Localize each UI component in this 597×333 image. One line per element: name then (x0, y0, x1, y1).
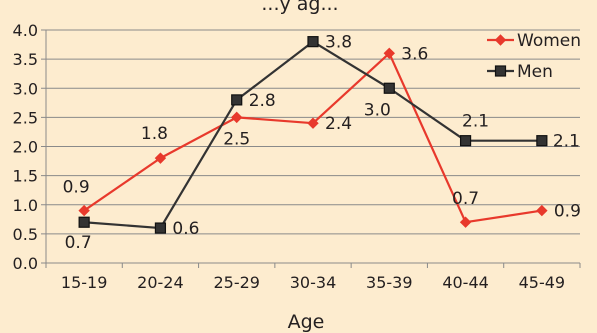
women-marker (231, 111, 243, 124)
women-marker (78, 204, 90, 217)
men-marker (231, 94, 243, 106)
men-marker (536, 135, 548, 147)
y-tick-label: 2.0 (13, 138, 38, 157)
x-tick-label: 15-19 (61, 273, 108, 292)
x-tick-label: 35-39 (366, 273, 413, 292)
y-tick-label: 2.5 (13, 108, 38, 127)
women-data-label: 0.9 (554, 202, 581, 222)
series-layer (78, 36, 548, 234)
y-tick-label: 1.5 (13, 167, 38, 186)
x-tick-label: 20-24 (137, 273, 184, 292)
women-data-label: 2.5 (223, 129, 250, 149)
legend-men-label: Men (517, 62, 553, 82)
y-tick-label: 3.0 (13, 79, 38, 98)
y-tick-label: 4.0 (13, 21, 38, 40)
women-data-label: 2.4 (325, 114, 352, 134)
men-data-label: 3.8 (325, 33, 352, 53)
x-axis-title: Age (288, 311, 325, 333)
men-marker (78, 216, 90, 228)
women-data-label: 3.6 (401, 44, 428, 64)
women-marker (307, 117, 319, 129)
men-data-label: 0.6 (172, 219, 199, 239)
men-data-label: 3.0 (364, 100, 391, 120)
axes: 0.0 0.5 1.0 1.5 2.0 2.5 3.0 3.5 4.0 15-19 20-24 25-… (13, 21, 581, 292)
data-labels: 0.9 1.8 2.5 2.4 3.6 0.7 0.9 0.7 0.6 2.8 3.8 3.0 2.1 2… (63, 33, 581, 254)
men-data-label: 0.7 (65, 233, 92, 253)
chart-title: ...y ag... (261, 0, 338, 15)
gridlines (46, 29, 580, 264)
legend: Women Men (487, 31, 581, 82)
men-data-label: 2.1 (553, 132, 580, 152)
women-data-label: 0.9 (63, 178, 90, 198)
legend-women-label: Women (517, 31, 581, 51)
legend-men-marker (494, 65, 507, 77)
x-tick-label: 25-29 (213, 273, 260, 292)
women-data-label: 0.7 (452, 189, 479, 209)
x-tick-label: 30-34 (290, 273, 337, 292)
x-tick-label: 45-49 (519, 273, 566, 292)
y-tick-label: 0.5 (13, 225, 38, 244)
women-marker (459, 216, 472, 228)
y-tick-label: 0.0 (13, 254, 38, 273)
y-tick-label: 1.0 (13, 196, 38, 215)
women-marker (154, 152, 167, 164)
women-marker (536, 204, 548, 217)
men-data-label: 2.1 (462, 112, 489, 132)
men-data-label: 2.8 (249, 91, 276, 111)
legend-women-marker (494, 34, 507, 46)
men-marker (154, 222, 167, 234)
women-data-label: 1.8 (141, 124, 168, 144)
men-marker (383, 82, 395, 94)
men-marker (459, 135, 472, 147)
x-tick-label: 40-44 (442, 273, 489, 292)
y-tick-label: 3.5 (13, 50, 38, 69)
men-marker (307, 36, 319, 48)
women-marker (383, 47, 395, 60)
